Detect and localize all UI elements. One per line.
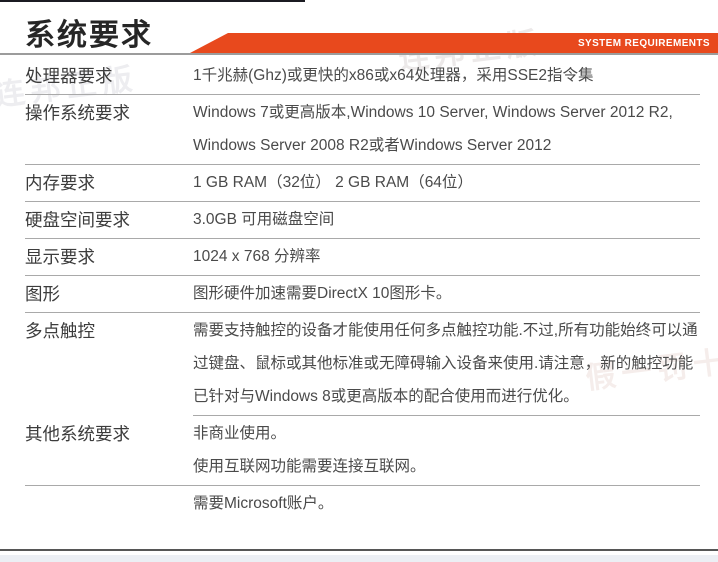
requirements-table: 处理器要求 1千兆赫(Ghz)或更快的x86或x64处理器，采用SSE2指令集 … xyxy=(25,58,700,522)
row-value-line: 使用互联网功能需要连接互联网。 xyxy=(193,458,426,475)
row-label: 显示要求 xyxy=(25,247,95,267)
table-row-display: 显示要求 1024 x 768 分辨率 xyxy=(25,239,700,276)
row-value-line: 非商业使用。 xyxy=(193,425,287,442)
row-label: 操作系统要求 xyxy=(25,103,130,123)
row-value: 图形硬件加速需要DirectX 10图形卡。 xyxy=(193,276,700,312)
row-label xyxy=(25,486,193,522)
row-value: 需要支持触控的设备才能使用任何多点触控功能.不过,所有功能始终可以通过键盘、鼠标… xyxy=(193,313,700,416)
row-label: 多点触控 xyxy=(25,321,95,341)
row-value: 非商业使用。 使用互联网功能需要连接互联网。 xyxy=(193,416,700,485)
row-value-line: 1024 x 768 分辨率 xyxy=(193,248,321,265)
row-value-line: 需要Microsoft账户。 xyxy=(193,495,334,512)
row-value-line: 1 GB RAM（32位） 2 GB RAM（64位） xyxy=(193,174,473,191)
row-label: 硬盘空间要求 xyxy=(25,210,130,230)
table-row-other: 其他系统要求 非商业使用。 使用互联网功能需要连接互联网。 xyxy=(25,416,700,486)
table-row-multitouch: 多点触控 需要支持触控的设备才能使用任何多点触控功能.不过,所有功能始终可以通过… xyxy=(25,313,700,416)
table-row-graphics: 图形 图形硬件加速需要DirectX 10图形卡。 xyxy=(25,276,700,313)
header-divider xyxy=(0,53,718,55)
row-value-line: 需要支持触控的设备才能使用任何多点触控功能.不过,所有功能始终可以通过键盘、鼠标… xyxy=(193,322,698,405)
row-label: 图形 xyxy=(25,284,60,304)
row-value-line: 3.0GB 可用磁盘空间 xyxy=(193,211,335,228)
table-row-account: 需要Microsoft账户。 xyxy=(25,486,700,522)
row-value: 1千兆赫(Ghz)或更快的x86或x64处理器，采用SSE2指令集 xyxy=(193,58,700,94)
table-row-os: 操作系统要求 Windows 7或更高版本,Windows 10 Server,… xyxy=(25,95,700,165)
row-value: 1 GB RAM（32位） 2 GB RAM（64位） xyxy=(193,165,700,201)
section-banner: SYSTEM REQUIREMENTS xyxy=(190,33,718,53)
row-value: 1024 x 768 分辨率 xyxy=(193,239,700,275)
row-value-line: Windows 7或更高版本,Windows 10 Server, Window… xyxy=(193,104,673,154)
table-row-memory: 内存要求 1 GB RAM（32位） 2 GB RAM（64位） xyxy=(25,165,700,202)
bottom-divider xyxy=(0,549,718,551)
row-value: 需要Microsoft账户。 xyxy=(193,486,700,522)
row-label: 其他系统要求 xyxy=(25,424,130,444)
table-row-processor: 处理器要求 1千兆赫(Ghz)或更快的x86或x64处理器，采用SSE2指令集 xyxy=(25,58,700,95)
row-label: 内存要求 xyxy=(25,173,95,193)
page-title: 系统要求 xyxy=(25,19,153,52)
row-value-line: 图形硬件加速需要DirectX 10图形卡。 xyxy=(193,285,452,302)
bottom-band xyxy=(0,555,718,562)
top-edge-bar xyxy=(0,0,305,2)
row-value: 3.0GB 可用磁盘空间 xyxy=(193,202,700,238)
row-value: Windows 7或更高版本,Windows 10 Server, Window… xyxy=(193,95,700,164)
row-label: 处理器要求 xyxy=(25,66,113,86)
table-row-disk: 硬盘空间要求 3.0GB 可用磁盘空间 xyxy=(25,202,700,239)
banner-label: SYSTEM REQUIREMENTS xyxy=(577,38,710,49)
row-value-line: 1千兆赫(Ghz)或更快的x86或x64处理器，采用SSE2指令集 xyxy=(193,67,594,84)
